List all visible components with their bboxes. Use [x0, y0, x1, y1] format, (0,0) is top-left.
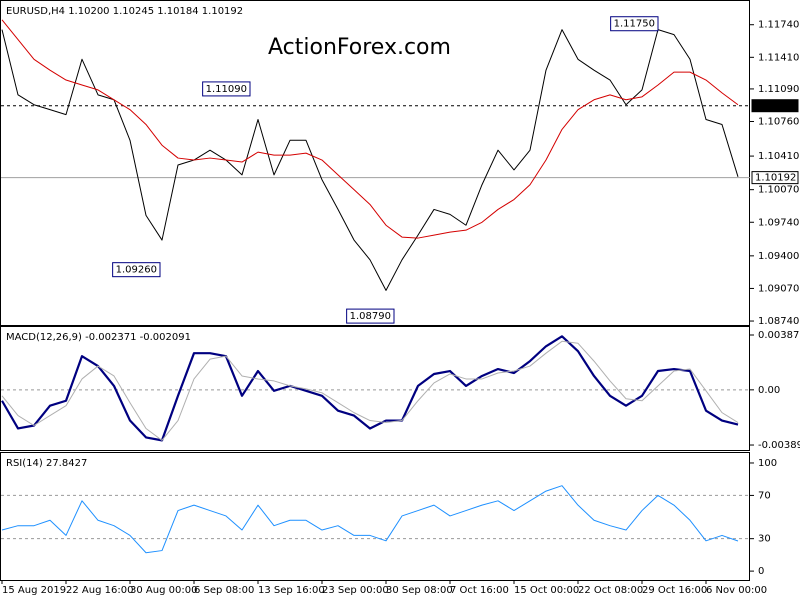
x-tick-label: 15 Oct 00:00 — [514, 585, 579, 596]
y-tick-label: 1.11740 — [758, 20, 799, 31]
series-line — [1, 19, 739, 239]
y-tick-label: 1.09400 — [758, 251, 799, 262]
y-tick-label: -0.003899 — [758, 440, 800, 451]
price-level-label: 1.10920 — [755, 101, 796, 112]
x-tick-label: 29 Oct 16:00 — [642, 585, 707, 596]
series-line — [1, 29, 739, 291]
panel-title: EURUSD,H4 1.10200 1.10245 1.10184 1.1019… — [6, 6, 243, 17]
y-tick-label: 1.09740 — [758, 217, 799, 228]
y-tick-label: 30 — [758, 534, 771, 545]
x-tick-label: 23 Sep 00:00 — [322, 585, 389, 596]
x-tick-label: 30 Sep 08:00 — [386, 585, 453, 596]
price-level-box — [751, 171, 799, 185]
series-line — [1, 485, 739, 554]
x-tick-label: 22 Aug 16:00 — [66, 585, 133, 596]
y-tick-label: 0.00 — [758, 385, 780, 396]
x-tick-label: 13 Sep 16:00 — [258, 585, 325, 596]
price-level-label: 1.10192 — [755, 173, 796, 184]
annotation-label: 1.11750 — [614, 19, 655, 30]
price-level-box — [751, 99, 799, 113]
y-tick-label: 70 — [758, 490, 771, 501]
annotation-box — [610, 16, 659, 32]
series-line — [1, 335, 739, 442]
y-tick-label: 1.10760 — [758, 117, 799, 128]
y-tick-label: 1.10410 — [758, 151, 799, 162]
y-tick-label: 1.08740 — [758, 316, 799, 327]
y-tick-label: 0.003876 — [758, 330, 800, 341]
x-tick-label: 6 Sep 08:00 — [194, 585, 254, 596]
annotation-box — [202, 81, 251, 97]
x-tick-label: 22 Oct 08:00 — [578, 585, 643, 596]
x-tick-label: 30 Aug 00:00 — [130, 585, 197, 596]
y-tick-label: 1.11090 — [758, 84, 799, 95]
panel-frame — [0, 326, 750, 451]
panel-title: RSI(14) 27.8427 — [6, 458, 87, 469]
annotation-label: 1.11090 — [206, 84, 247, 95]
y-tick-label: 1.09070 — [758, 283, 799, 294]
x-tick-label: 7 Oct 16:00 — [450, 585, 509, 596]
panel-frame — [0, 452, 750, 581]
annotation-box — [112, 262, 161, 278]
y-tick-label: 1.11410 — [758, 52, 799, 63]
x-tick-label: 15 Aug 2019 — [2, 585, 66, 596]
x-tick-label: 6 Nov 00:00 — [706, 585, 767, 596]
y-tick-label: 0 — [758, 566, 764, 577]
y-tick-label: 1.10070 — [758, 185, 799, 196]
annotation-box — [346, 308, 395, 324]
series-line — [1, 340, 739, 441]
y-tick-label: 100 — [758, 458, 777, 469]
annotation-label: 1.09260 — [116, 265, 157, 276]
watermark: ActionForex.com — [268, 35, 451, 60]
panel-title: MACD(12,26,9) -0.002371 -0.002091 — [6, 332, 191, 343]
annotation-label: 1.08790 — [350, 311, 391, 322]
